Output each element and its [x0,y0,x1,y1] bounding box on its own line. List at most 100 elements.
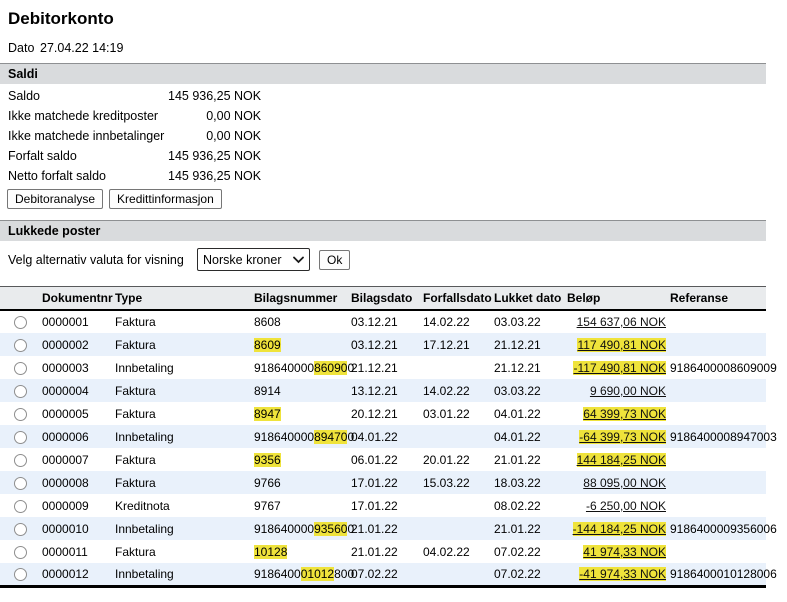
bilagsnummer-cell: 918640000894700 [252,425,354,448]
currency-select[interactable]: Norske kroner [197,248,310,271]
row-select-radio[interactable] [13,567,27,581]
select-cell [0,402,40,425]
amount-link[interactable]: 117 490,81 NOK [577,337,666,352]
forfallsdato-cell: 04.02.22 [423,544,470,559]
forfallsdato-cell: 03.01.22 [423,406,470,421]
table-row: 0000006 Innbetaling 918640000894700 04.0… [0,425,777,448]
forfallsdato-cell [421,494,492,517]
amount-link[interactable]: 88 095,00 NOK [583,475,666,490]
dokumentnr-cell: 0000005 [42,406,89,421]
forfallsdato-cell [421,356,492,379]
row-select-radio[interactable] [13,316,27,330]
bilagsnummer-text: 9766 [254,475,281,490]
amount-link[interactable]: 144 184,25 NOK [576,452,666,467]
kredittinformasjon-button[interactable]: Kredittinformasjon [109,189,222,209]
belop-cell: 144 184,25 NOK [565,448,668,471]
type-cell: Faktura [115,475,156,490]
bilagsnummer-text: 918640000 [254,521,315,536]
referanse-cell [668,494,766,517]
amount-link[interactable]: -64 399,73 NOK [579,429,666,444]
amount-link[interactable]: -41 974,33 NOK [579,566,666,581]
referanse-cell [668,402,766,425]
type-cell: Innbetaling [115,360,174,375]
bilagsdato-cell: 13.12.21 [351,383,398,398]
dokumentnr-cell: 0000006 [42,429,89,444]
row-select-radio[interactable] [13,545,27,559]
amount-link[interactable]: -6 250,00 NOK [585,498,666,513]
referanse-cell [668,540,766,563]
row-select-radio[interactable] [13,384,27,398]
amount-link[interactable]: 41 974,33 NOK [583,544,666,559]
select-cell [0,563,40,586]
col-belop: Beløp [565,286,668,311]
saldi-row-label: Saldo [8,89,40,103]
saldi-table: Saldo 145 936,25 NOK Ikke matchede kredi… [8,86,261,186]
amount-link[interactable]: 64 399,73 NOK [583,406,666,421]
col-referanse: Referanse [668,286,766,311]
saldi-row: Ikke matchede innbetalinger 0,00 NOK [8,126,261,146]
highlight-mark: 89470 [314,429,348,444]
highlight-mark: 01012 [300,566,335,581]
row-select-radio[interactable] [13,453,27,467]
row-select-radio[interactable] [13,407,27,421]
referanse-cell: 9186400008947003 [670,429,777,444]
saldi-section-header: Saldi [0,63,766,84]
forfallsdato-cell: 17.12.21 [423,337,470,352]
highlight-mark: 10128 [254,544,288,559]
table-row: 0000009 Kreditnota 9767 17.01.22 08.02.2… [0,494,766,517]
row-select-radio[interactable] [13,430,27,444]
saldi-row: Saldo 145 936,25 NOK [8,86,261,106]
bilagsdato-cell: 06.01.22 [351,452,398,467]
belop-cell: 64 399,73 NOK [565,402,668,425]
row-select-radio[interactable] [13,476,27,490]
bilagsnummer-cell: 9766 [252,471,349,494]
type-cell: Innbetaling [115,521,174,536]
bilagsnummer-text: 0 [347,429,355,444]
row-select-radio[interactable] [13,338,27,352]
select-cell [0,494,40,517]
saldi-row-label: Ikke matchede innbetalinger [8,129,165,143]
select-cell [0,379,40,402]
chevron-down-icon [293,256,304,264]
lukket-dato-cell: 07.02.22 [494,566,541,581]
referanse-cell [668,379,766,402]
bilagsnummer-cell: 918640000860900 [252,356,354,379]
amount-link[interactable]: -144 184,25 NOK [572,521,666,536]
select-cell [0,517,40,540]
dokumentnr-cell: 0000001 [42,315,89,329]
lukket-dato-cell: 21.01.22 [494,521,541,536]
col-forfallsdato: Forfallsdato [421,286,492,311]
saldi-row: Ikke matchede kreditposter 0,00 NOK [8,106,261,126]
bilagsdato-cell: 04.01.22 [351,429,398,444]
type-cell: Faktura [115,337,156,352]
col-type: Type [113,286,252,311]
debitoranalyse-button[interactable]: Debitoranalyse [7,189,104,209]
belop-cell: -117 490,81 NOK [565,356,668,379]
belop-cell: 88 095,00 NOK [565,471,668,494]
type-cell: Faktura [115,315,156,329]
select-cell [0,448,40,471]
table-row: 0000007 Faktura 9356 06.01.22 20.01.22 2… [0,448,766,471]
highlight-mark: 9356 [254,452,281,467]
table-row: 0000002 Faktura 8609 03.12.21 17.12.21 2… [0,333,766,356]
highlight-mark: 8609 [254,337,281,352]
type-cell: Faktura [115,452,156,467]
ok-button[interactable]: Ok [319,249,351,270]
row-select-radio[interactable] [13,522,27,536]
highlight-mark: 86090 [314,360,348,375]
bilagsnummer-text: 9186400 [254,566,301,581]
lukket-dato-cell: 03.03.22 [494,315,541,329]
referanse-cell: 9186400010128006 [670,566,777,581]
highlight-mark: 93560 [314,521,348,536]
dokumentnr-cell: 0000002 [42,337,89,352]
forfallsdato-cell: 15.03.22 [423,475,470,490]
amount-link[interactable]: 154 637,06 NOK [576,315,666,329]
row-select-radio[interactable] [13,499,27,513]
amount-link[interactable]: 9 690,00 NOK [589,383,666,398]
currency-select-label: Velg alternativ valuta for visning [8,252,184,267]
lukket-dato-cell: 07.02.22 [494,544,541,559]
table-row: 0000004 Faktura 8914 13.12.21 14.02.22 0… [0,379,766,402]
amount-link[interactable]: -117 490,81 NOK [573,360,666,375]
bilagsdato-cell: 21.01.22 [351,521,398,536]
row-select-radio[interactable] [13,361,27,375]
